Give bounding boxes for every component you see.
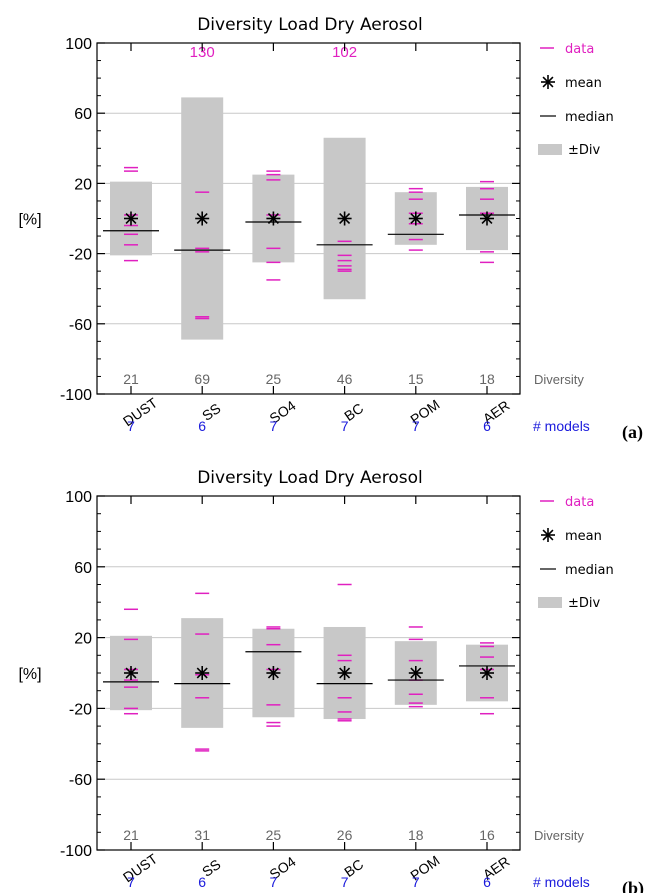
diversity-value: 31 xyxy=(194,827,210,843)
y-tick-label: -20 xyxy=(69,701,92,718)
model-count: 7 xyxy=(127,418,135,434)
models-label: # models xyxy=(533,418,590,434)
legend-mean-swatch xyxy=(541,528,555,542)
y-tick-label: 20 xyxy=(74,176,92,193)
plot-frame xyxy=(96,495,521,851)
models-label: # models xyxy=(533,874,590,890)
mean-star-stroke xyxy=(267,667,279,679)
mean-star-stroke xyxy=(481,212,493,225)
legend-mean-swatch xyxy=(541,75,555,89)
y-axis-label: [%] xyxy=(18,212,41,229)
diversity-value: 69 xyxy=(194,371,210,387)
diversity-value: 21 xyxy=(123,371,139,387)
mean-star xyxy=(480,666,494,680)
mean-star xyxy=(408,211,423,226)
diversity-value: 26 xyxy=(337,827,353,843)
panel-label: (b) xyxy=(622,878,644,893)
y-tick-label: 60 xyxy=(74,106,92,123)
y-tick-label: -20 xyxy=(69,247,92,264)
legend-mean-label: mean xyxy=(565,76,602,91)
diversity-value: 15 xyxy=(408,371,424,387)
diversity-value: 16 xyxy=(479,827,495,843)
diversity-label: Diversity xyxy=(534,372,584,387)
mean-star-stroke xyxy=(125,667,137,679)
mean-star-stroke xyxy=(481,667,493,679)
legend-median-label: median xyxy=(565,110,614,125)
category-label: DUST xyxy=(120,394,161,429)
overflow-label: 130 xyxy=(190,44,215,61)
y-tick-label: -60 xyxy=(69,772,92,789)
y-tick-label: 60 xyxy=(74,560,92,577)
diversity-label: Diversity xyxy=(534,828,584,843)
category-label: DUST xyxy=(120,850,161,885)
model-count: 7 xyxy=(341,874,349,890)
model-count: 7 xyxy=(412,874,420,890)
overflow-label: 102 xyxy=(332,44,357,61)
mean-star-stroke xyxy=(542,76,554,88)
model-count: 7 xyxy=(270,418,278,434)
legend-data-label: data xyxy=(565,495,594,510)
mean-star-stroke xyxy=(196,212,208,225)
diversity-value: 25 xyxy=(266,371,282,387)
chart-title: Diversity Load Dry Aerosol xyxy=(197,15,423,35)
diversity-value: 25 xyxy=(266,827,282,843)
mean-star xyxy=(266,211,281,226)
mean-star xyxy=(195,666,210,680)
model-count: 6 xyxy=(483,874,491,890)
y-tick-label: 100 xyxy=(65,489,92,506)
y-axis-label: [%] xyxy=(18,666,41,683)
chart-panel-b: Diversity Load Dry Aerosol -100 -60 -20 20 60… xyxy=(18,468,644,893)
mean-star xyxy=(408,666,423,680)
model-count: 7 xyxy=(341,418,349,434)
mean-star xyxy=(124,211,138,226)
diversity-value: 18 xyxy=(479,371,495,387)
y-tick-label: -100 xyxy=(60,843,92,860)
mean-star-stroke xyxy=(125,212,137,225)
diversity-value: 21 xyxy=(123,827,139,843)
diversity-value: 46 xyxy=(337,371,353,387)
legend-div-label: ±Div xyxy=(568,143,601,158)
mean-star-stroke xyxy=(339,212,351,225)
model-count: 6 xyxy=(198,874,206,890)
y-tick-label: 100 xyxy=(65,36,92,53)
mean-star-stroke xyxy=(196,667,208,679)
mean-star-stroke xyxy=(542,529,554,541)
legend: data mean median ±Div xyxy=(538,495,614,611)
mean-star-stroke xyxy=(339,667,351,679)
chart-panel-a: Diversity Load Dry Aerosol 130 102 -100 -60 -… xyxy=(18,15,643,443)
mean-star xyxy=(124,666,138,680)
mean-star xyxy=(337,211,352,226)
mean-star xyxy=(337,666,352,680)
diversity-value: 18 xyxy=(408,827,424,843)
model-count: 7 xyxy=(270,874,278,890)
model-count: 7 xyxy=(127,874,135,890)
legend-div-label: ±Div xyxy=(568,596,601,611)
model-count: 6 xyxy=(483,418,491,434)
legend-median-label: median xyxy=(565,563,614,578)
plot-frame xyxy=(96,42,521,395)
panel-label: (a) xyxy=(622,422,643,443)
legend-data-label: data xyxy=(565,42,594,57)
mean-star-stroke xyxy=(410,667,422,679)
mean-star xyxy=(266,666,281,680)
legend-mean-label: mean xyxy=(565,529,602,544)
mean-star-stroke xyxy=(410,212,422,225)
chart-title: Diversity Load Dry Aerosol xyxy=(197,468,423,488)
mean-star xyxy=(480,211,494,226)
mean-star xyxy=(195,211,210,226)
y-tick-label: -60 xyxy=(69,317,92,334)
y-tick-label: -100 xyxy=(60,387,92,404)
mean-star-stroke xyxy=(267,212,279,225)
model-count: 6 xyxy=(198,418,206,434)
model-count: 7 xyxy=(412,418,420,434)
legend-div-swatch xyxy=(538,597,562,608)
legend: data mean median ±Div xyxy=(538,42,614,158)
y-tick-label: 20 xyxy=(74,631,92,648)
legend-div-swatch xyxy=(538,144,562,155)
